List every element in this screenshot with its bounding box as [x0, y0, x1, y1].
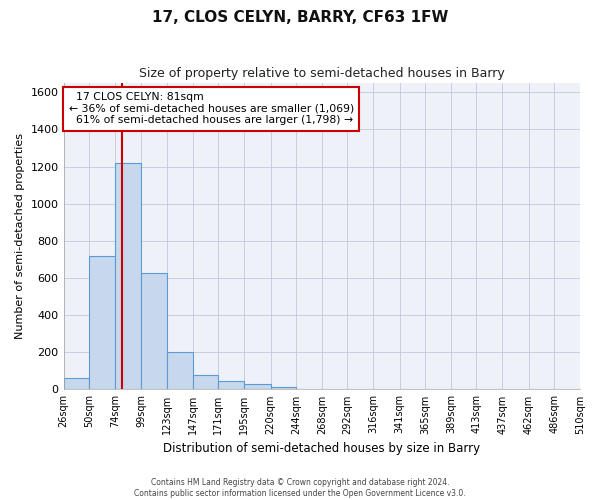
Bar [271, 386, 296, 390]
Bar [115, 163, 142, 390]
X-axis label: Distribution of semi-detached houses by size in Barry: Distribution of semi-detached houses by … [163, 442, 481, 455]
Bar [167, 352, 193, 390]
Bar [142, 274, 167, 390]
Text: 17, CLOS CELYN, BARRY, CF63 1FW: 17, CLOS CELYN, BARRY, CF63 1FW [152, 10, 448, 25]
Text: 17 CLOS CELYN: 81sqm
← 36% of semi-detached houses are smaller (1,069)
  61% of : 17 CLOS CELYN: 81sqm ← 36% of semi-detac… [69, 92, 354, 126]
Bar [218, 381, 244, 390]
Bar [244, 384, 271, 390]
Bar [193, 374, 218, 390]
Bar [89, 256, 115, 390]
Title: Size of property relative to semi-detached houses in Barry: Size of property relative to semi-detach… [139, 68, 505, 80]
Bar [64, 378, 89, 390]
Text: Contains HM Land Registry data © Crown copyright and database right 2024.
Contai: Contains HM Land Registry data © Crown c… [134, 478, 466, 498]
Y-axis label: Number of semi-detached properties: Number of semi-detached properties [15, 133, 25, 339]
